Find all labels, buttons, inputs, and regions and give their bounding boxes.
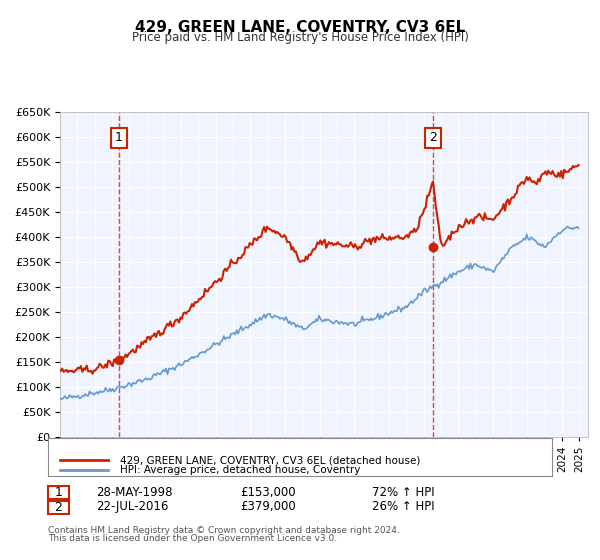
Text: 429, GREEN LANE, COVENTRY, CV3 6EL: 429, GREEN LANE, COVENTRY, CV3 6EL [135, 20, 465, 35]
Text: 429, GREEN LANE, COVENTRY, CV3 6EL (detached house): 429, GREEN LANE, COVENTRY, CV3 6EL (deta… [120, 455, 421, 465]
Text: 72% ↑ HPI: 72% ↑ HPI [372, 486, 434, 499]
Text: 22-JUL-2016: 22-JUL-2016 [96, 500, 169, 514]
Text: £379,000: £379,000 [240, 500, 296, 514]
Text: 28-MAY-1998: 28-MAY-1998 [96, 486, 173, 499]
Text: 26% ↑ HPI: 26% ↑ HPI [372, 500, 434, 514]
Text: £153,000: £153,000 [240, 486, 296, 499]
Text: 1: 1 [115, 132, 123, 144]
Text: Contains HM Land Registry data © Crown copyright and database right 2024.: Contains HM Land Registry data © Crown c… [48, 526, 400, 535]
Text: 2: 2 [55, 501, 62, 514]
Text: Price paid vs. HM Land Registry's House Price Index (HPI): Price paid vs. HM Land Registry's House … [131, 31, 469, 44]
Text: 2: 2 [429, 132, 437, 144]
Text: This data is licensed under the Open Government Licence v3.0.: This data is licensed under the Open Gov… [48, 534, 337, 543]
Text: 1: 1 [55, 486, 62, 499]
Text: HPI: Average price, detached house, Coventry: HPI: Average price, detached house, Cove… [120, 465, 361, 475]
